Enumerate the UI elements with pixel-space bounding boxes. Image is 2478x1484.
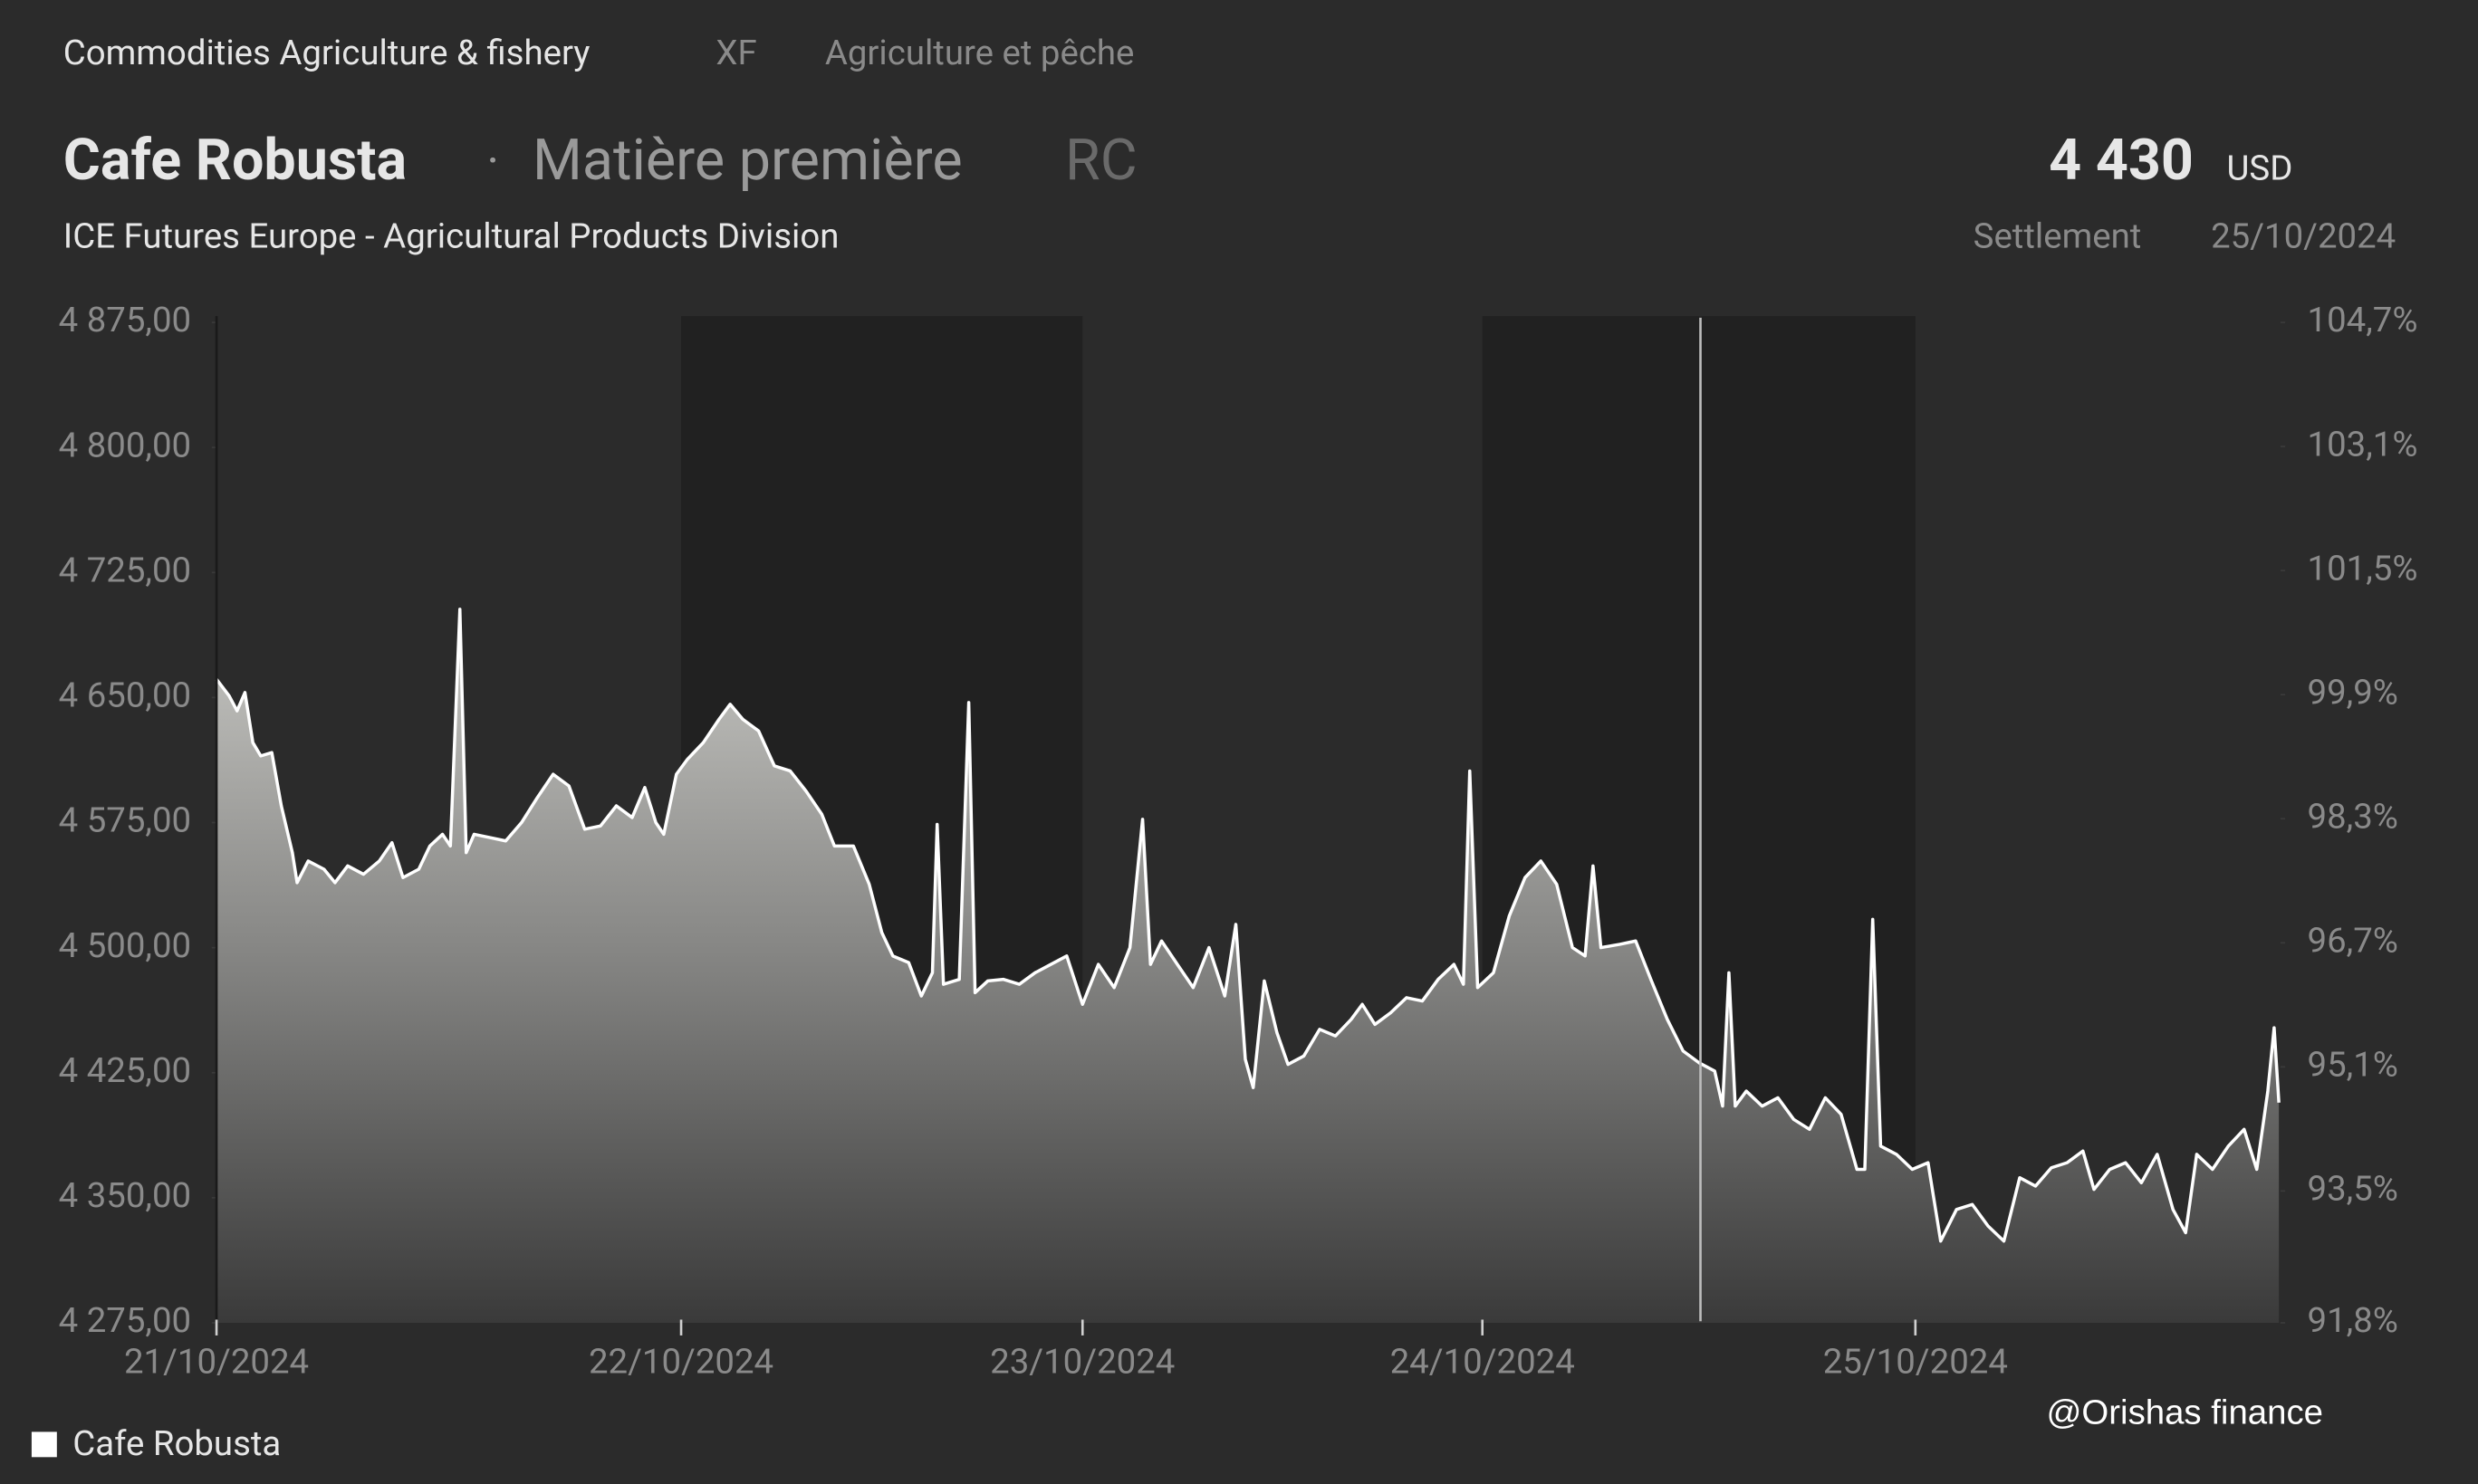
y2-tick-label: 103,1% (2308, 424, 2418, 464)
currency: USD (2227, 148, 2293, 189)
instrument-kind: Matière première (533, 128, 963, 194)
y-tick-label: 4 800,00 (59, 425, 191, 465)
y2-tick-label: 104,7% (2308, 300, 2418, 340)
x-tick-label: 22/10/2024 (589, 1341, 773, 1382)
legend-swatch (31, 1431, 57, 1458)
x-tick-label: 25/10/2024 (1823, 1341, 2008, 1382)
y-tick-label: 4 425,00 (59, 1050, 191, 1091)
y2-tick-label: 93,5% (2308, 1168, 2398, 1209)
y-tick-label: 4 500,00 (59, 925, 191, 966)
instrument-name: Cafe Robusta (63, 128, 407, 194)
y2-tick-label: 96,7% (2308, 920, 2398, 961)
y-tick-label: 4 275,00 (59, 1300, 191, 1341)
code[interactable]: XF (716, 33, 756, 73)
y2-tick-label: 101,5% (2308, 548, 2418, 589)
y2-tick-label: 99,9% (2308, 672, 2398, 713)
area (216, 608, 2280, 1323)
x-tick-label: 24/10/2024 (1390, 1341, 1575, 1382)
y2-tick-label: 98,3% (2308, 796, 2398, 837)
category-fr[interactable]: Agriculture et pêche (825, 33, 1135, 73)
y-tick-label: 4 650,00 (59, 675, 191, 716)
price: 4 430 (2049, 128, 2194, 194)
separator: · (486, 132, 499, 188)
category[interactable]: Commodities Agriculture & fishery (63, 33, 591, 73)
y-tick-label: 4 575,00 (59, 800, 191, 841)
exchange: ICE Futures Europe - Agricultural Produc… (63, 216, 840, 257)
y2-tick-label: 91,8% (2308, 1300, 2398, 1341)
price-type: Settlement (1974, 216, 2142, 257)
line (215, 608, 2281, 1243)
x-tick-label: 23/10/2024 (990, 1341, 1175, 1382)
price-date: 25/10/2024 (2211, 216, 2396, 257)
y-tick-label: 4 350,00 (59, 1175, 191, 1216)
legend-label[interactable]: Cafe Robusta (72, 1423, 281, 1464)
y2-tick-label: 95,1% (2308, 1044, 2398, 1085)
symbol: RC (1065, 128, 1138, 194)
watermark: @Orishas finance (2046, 1393, 2323, 1431)
y-tick-label: 4 875,00 (59, 300, 191, 340)
y-tick-label: 4 725,00 (59, 550, 191, 590)
x-tick-label: 21/10/2024 (124, 1341, 309, 1382)
